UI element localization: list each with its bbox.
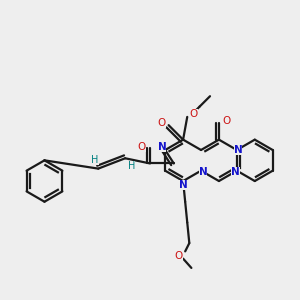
Text: N: N bbox=[231, 167, 240, 177]
Text: H: H bbox=[128, 160, 135, 170]
Text: N: N bbox=[158, 142, 167, 152]
Text: O: O bbox=[138, 142, 146, 152]
Text: H: H bbox=[92, 155, 99, 165]
Text: O: O bbox=[157, 118, 166, 128]
Text: O: O bbox=[222, 116, 230, 126]
Text: N: N bbox=[199, 167, 208, 177]
Text: N: N bbox=[179, 180, 188, 190]
Text: N: N bbox=[233, 145, 242, 155]
Text: O: O bbox=[175, 250, 183, 260]
Text: O: O bbox=[189, 109, 198, 119]
